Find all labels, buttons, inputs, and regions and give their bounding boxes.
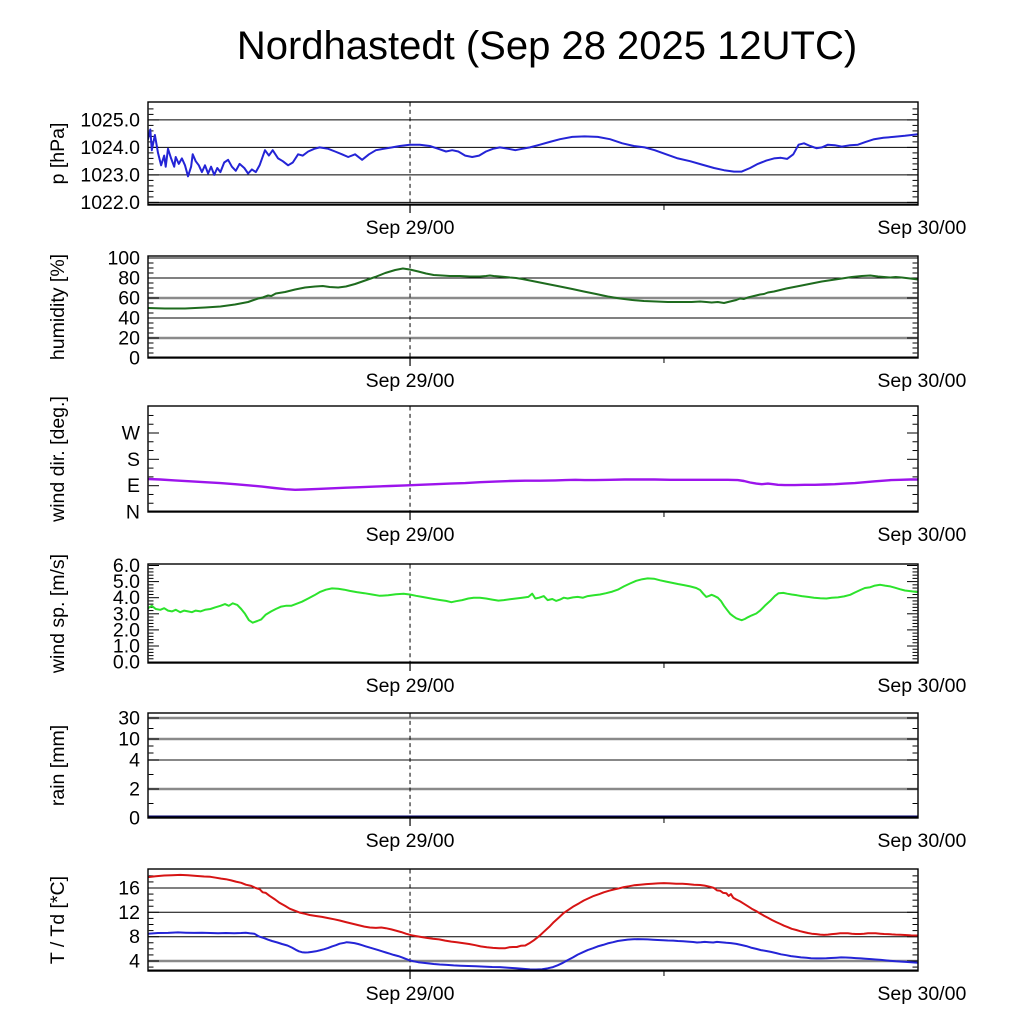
- ytick-label: 40: [118, 308, 140, 330]
- ytick-label: 1023.0: [80, 164, 140, 186]
- panel-frame: [147, 255, 919, 359]
- ytick-label: 1024.0: [80, 137, 140, 159]
- ytick-label: 1.0: [113, 636, 140, 658]
- ytick-label: E: [127, 475, 140, 497]
- y-axis-title: T / Td [*C]: [47, 876, 69, 964]
- panel-frame: [147, 868, 919, 972]
- ytick-label: 5.0: [113, 571, 140, 593]
- xtick-label: Sep 30/00: [877, 370, 966, 392]
- xtick-label: Sep 29/00: [366, 370, 455, 392]
- panel-pressure: 1025.0 1024.0 1023.0 1022.0 p [hPa] Sep 29/00…: [47, 101, 966, 239]
- ytick-label: 2: [129, 779, 140, 801]
- xtick-label: Sep 29/00: [366, 524, 455, 546]
- xtick-label: Sep 30/00: [877, 524, 966, 546]
- temperature-series-Td: [148, 931, 918, 971]
- ytick-label: 2.0: [113, 619, 140, 641]
- ytick-label: S: [127, 449, 140, 471]
- xtick-label: Sep 29/00: [366, 983, 455, 1005]
- ytick-label: 0.0: [113, 652, 140, 674]
- pressure-series-p: [148, 128, 918, 178]
- wind-direction-series-wdir: [148, 477, 918, 491]
- ytick-label: 0: [129, 808, 140, 830]
- panel-frame: [147, 712, 919, 819]
- panel-frame: [147, 405, 919, 513]
- xtick-label: Sep 29/00: [366, 675, 455, 697]
- chart-title: Nordhastedt (Sep 28 2025 12UTC): [236, 24, 858, 68]
- ytick-label: 16: [118, 878, 140, 900]
- ytick-label: N: [126, 502, 140, 524]
- ytick-label: 60: [118, 288, 140, 310]
- panel-frame: [147, 563, 919, 664]
- ytick-label: 30: [118, 708, 140, 730]
- ytick-label: 4.0: [113, 587, 140, 609]
- ytick-label: 12: [118, 902, 140, 924]
- humidity-series-rh: [148, 267, 918, 310]
- ytick-label: W: [122, 423, 141, 445]
- ytick-label: 80: [118, 268, 140, 290]
- xtick-label: Sep 30/00: [877, 675, 966, 697]
- temperature-series-T: [148, 873, 918, 950]
- panel-wind-speed: 6.05.04.03.02.01.00.0 wind sp. [m/s] Sep 2…: [47, 554, 966, 697]
- xtick-label: Sep 30/00: [877, 983, 966, 1005]
- y-axis-title: rain [mm]: [47, 725, 69, 806]
- y-axis-title: p [hPa]: [47, 123, 69, 185]
- ytick-label: 6.0: [113, 555, 140, 577]
- ytick-label: 3.0: [113, 603, 140, 625]
- y-axis-title: wind dir. [deg.]: [47, 396, 69, 523]
- ytick-label: 0: [129, 348, 140, 370]
- ytick-label: 10: [118, 729, 140, 751]
- ytick-label: 8: [129, 926, 140, 948]
- ytick-label: 4: [129, 951, 140, 973]
- ytick-label: 4: [129, 750, 140, 772]
- y-axis-title: wind sp. [m/s]: [47, 554, 69, 674]
- ytick-label: 100: [107, 248, 140, 270]
- xtick-label: Sep 30/00: [877, 217, 966, 239]
- ytick-label: 20: [118, 328, 140, 350]
- xtick-label: Sep 30/00: [877, 830, 966, 852]
- xtick-label: Sep 29/00: [366, 830, 455, 852]
- xtick-label: Sep 29/00: [366, 217, 455, 239]
- ytick-label: 1025.0: [80, 109, 140, 131]
- wind-speed-series-wsp: [148, 577, 918, 624]
- y-axis-title: humidity [%]: [47, 254, 69, 360]
- ytick-label: 1022.0: [80, 192, 140, 214]
